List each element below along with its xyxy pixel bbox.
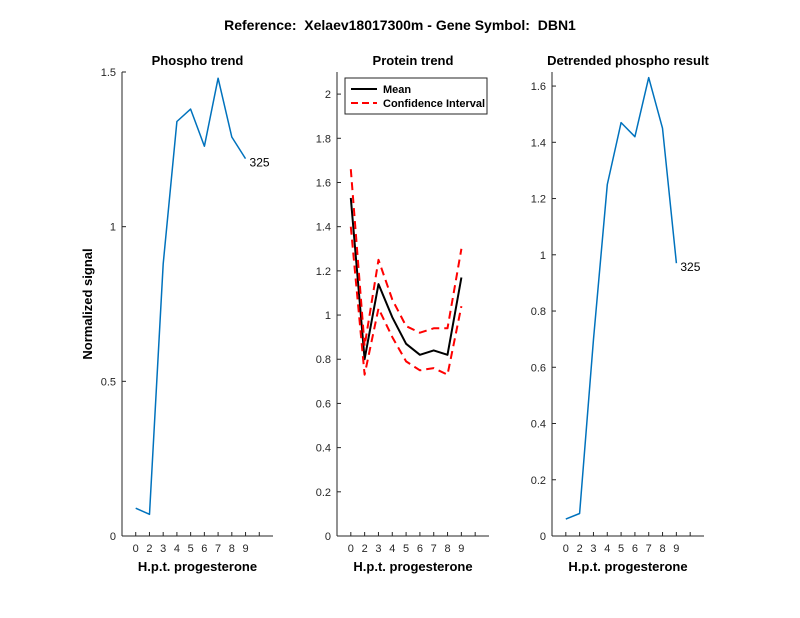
detrended-ytick-label: 1.4 [531,137,546,149]
detrended-ytick-label: 1.2 [531,194,546,206]
protein-xtick-label: 0 [348,543,354,555]
phospho-ytick-label: 0.5 [101,376,116,388]
protein-ytick-label: 0.2 [316,487,331,499]
detrended-xtick-label: 0 [563,543,569,555]
protein-ytick-label: 1.6 [316,177,331,189]
protein-ytick-label: 0.4 [316,443,331,455]
protein-xtick-label: 5 [403,543,409,555]
figure-suptitle: Reference: Xelaev18017300m - Gene Symbol… [224,17,576,33]
phospho-xtick-label: 7 [215,543,221,555]
detrended-panel: 00.20.40.60.811.21.41.60 2 3 4 5 6 7 8 9Detrende… [531,53,710,574]
protein-ytick-label: 1.4 [316,222,331,234]
protein-ytick-label: 0.8 [316,354,331,366]
phospho-xtick-label: 6 [201,543,207,555]
detrended-ytick-label: 1 [540,250,546,262]
protein-ytick-label: 0 [325,531,331,543]
detrended-xtick-label: 7 [646,543,652,555]
protein-xtick-label: 2 [362,543,368,555]
detrended-xtick-label: 5 [618,543,624,555]
phospho-ylabel: Normalized signal [80,248,95,359]
protein-ytick-label: 1 [325,310,331,322]
protein-ytick-label: 1.8 [316,133,331,145]
phospho-series-line-0 [135,77,247,516]
detrended-ytick-label: 0.4 [531,419,546,431]
detrended-xlabel: H.p.t. progesterone [568,559,687,574]
protein-series-line-1 [349,169,463,347]
protein-xtick-label: 8 [444,543,450,555]
protein-series-line-2 [349,226,463,376]
phospho-xtick-label: 3 [160,543,166,555]
detrended-series-line-0 [565,76,678,520]
detrended-point-annotation: 325 [680,260,700,274]
phospho-xtick-label: 2 [146,543,152,555]
phospho-xtick-label: 4 [174,543,180,555]
detrended-xtick-label: 6 [632,543,638,555]
protein-legend-box [344,77,488,115]
protein-ytick-label: 1.2 [316,266,331,278]
detrended-ytick-label: 0.2 [531,475,546,487]
phospho-ytick-label: 0 [110,531,116,543]
detrended-ytick-label: 0.8 [531,306,546,318]
phospho-point-annotation: 325 [250,156,270,170]
phospho-xtick-label: 9 [242,543,248,555]
phospho-xlabel: H.p.t. progesterone [138,559,257,574]
detrended-ytick-label: 1.6 [531,81,546,93]
protein-legend-label: Confidence Interval [383,98,485,110]
phospho-ytick-label: 1 [110,222,116,234]
protein-xtick-label: 3 [375,543,381,555]
phospho-ytick-label: 1.5 [101,67,116,79]
phospho-xtick-label: 0 [133,543,139,555]
protein-panel: 00.20.40.60.811.21.41.61.820 2 3 4 5 6 7 8 9Prot… [316,53,489,574]
phospho-title: Phospho trend [152,53,244,68]
protein-xtick-label: 9 [458,543,464,555]
detrended-xtick-label: 2 [577,543,583,555]
protein-xtick-label: 6 [417,543,423,555]
detrended-ytick-label: 0.6 [531,362,546,374]
phospho-xtick-label: 8 [229,543,235,555]
detrended-title: Detrended phospho result [547,53,709,68]
protein-xlabel: H.p.t. progesterone [353,559,472,574]
protein-xtick-label: 4 [389,543,395,555]
detrended-ytick-label: 0 [540,531,546,543]
protein-series-line-0 [349,197,463,361]
phospho-xtick-label: 5 [188,543,194,555]
detrended-xtick-label: 9 [673,543,679,555]
detrended-xtick-label: 8 [659,543,665,555]
detrended-xtick-label: 4 [604,543,610,555]
detrended-xtick-label: 3 [590,543,596,555]
protein-legend: Mean Confidence Interval [344,77,488,115]
protein-ytick-label: 2 [325,89,331,101]
protein-ytick-label: 0.6 [316,398,331,410]
protein-legend-label: Mean [383,84,411,96]
protein-title: Protein trend [373,53,454,68]
protein-xtick-label: 7 [431,543,437,555]
